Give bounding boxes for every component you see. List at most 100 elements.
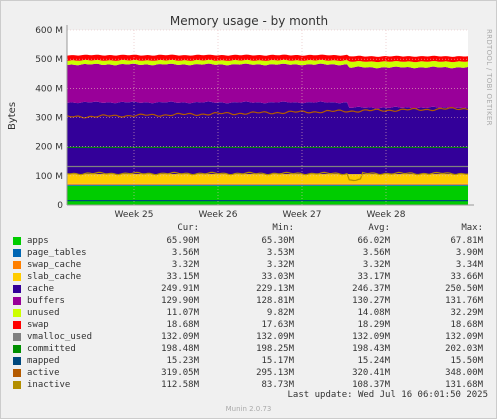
legend-cur-value: 15.23M <box>166 356 199 366</box>
header-min: Min: <box>272 223 294 233</box>
legend-cur-value: 198.48M <box>161 344 199 354</box>
legend-row-swap-cache: swap_cache 3.32M 3.32M 3.32M 3.34M <box>13 259 489 271</box>
legend-avg-value: 132.09M <box>352 332 390 342</box>
legend-avg-value: 320.41M <box>352 368 390 378</box>
y-axis-label: Bytes <box>7 102 18 130</box>
last-update: Last update: Wed Jul 16 06:01:50 2025 <box>287 390 488 400</box>
legend-cur-value: 65.90M <box>166 236 199 246</box>
legend-name: cache <box>27 284 55 294</box>
y-tick-label: 100 M <box>35 172 63 182</box>
line-inactive <box>66 171 469 182</box>
legend-name: swap <box>27 320 49 330</box>
legend-max-value: 18.68M <box>450 320 483 330</box>
area-unused <box>67 59 468 69</box>
legend-max-value: 3.34M <box>455 260 483 270</box>
y-tick-label: 0 <box>57 201 63 211</box>
legend-row-vmalloc-used: vmalloc_used 132.09M 132.09M 132.09M 132.09M <box>13 331 489 343</box>
legend-min-value: 17.63M <box>261 320 294 330</box>
legend-row-cache: cache 249.91M 229.13M 246.37M 250.50M <box>13 283 489 295</box>
legend-max-value: 202.03M <box>445 344 483 354</box>
legend-avg-value: 66.02M <box>357 236 390 246</box>
legend-avg-value: 246.37M <box>352 284 390 294</box>
legend-swatch <box>13 249 21 257</box>
legend-name: buffers <box>27 296 65 306</box>
chart-title: Memory usage - by month <box>170 14 328 28</box>
legend-cur-value: 3.32M <box>171 260 199 270</box>
y-tick-label: 400 M <box>35 84 63 94</box>
legend-row-inactive: inactive 112.58M 83.73M 108.37M 131.68M <box>13 379 489 391</box>
legend-max-value: 131.68M <box>445 380 483 390</box>
legend-avg-value: 15.24M <box>357 356 390 366</box>
area-swap <box>67 54 468 63</box>
legend-row-active: active 319.05M 295.13M 320.41M 348.00M <box>13 367 489 379</box>
legend-name: active <box>27 368 60 378</box>
legend-min-value: 3.32M <box>266 260 294 270</box>
legend-avg-value: 3.32M <box>362 260 390 270</box>
legend-cur-value: 319.05M <box>161 368 199 378</box>
rrdtool-credit: RRDTOOL / TOBI OETIKER <box>485 29 493 126</box>
x-tick-label: Week 27 <box>283 210 322 220</box>
legend-cur-value: 112.58M <box>161 380 199 390</box>
header-max: Max: <box>461 223 483 233</box>
legend-name: slab_cache <box>27 272 82 282</box>
stacked-areas <box>67 54 468 205</box>
legend-swatch <box>13 261 21 269</box>
legend-cur-value: 18.68M <box>166 320 199 330</box>
legend-max-value: 3.90M <box>455 248 483 258</box>
legend-row-swap: swap 18.68M 17.63M 18.29M 18.68M <box>13 319 489 331</box>
legend-max-value: 348.00M <box>445 368 483 378</box>
legend-swatch <box>13 333 21 341</box>
legend-min-value: 65.30M <box>261 236 294 246</box>
legend-min-value: 15.17M <box>261 356 294 366</box>
line-active <box>66 106 469 119</box>
y-tick-label: 200 M <box>35 143 63 153</box>
legend-max-value: 32.29M <box>450 308 483 318</box>
area-cache <box>67 101 468 175</box>
legend-avg-value: 108.37M <box>352 380 390 390</box>
legend-max-value: 250.50M <box>445 284 483 294</box>
legend-avg-value: 18.29M <box>357 320 390 330</box>
legend-row-buffers: buffers 129.90M 128.81M 130.27M 131.76M <box>13 295 489 307</box>
legend-max-value: 33.66M <box>450 272 483 282</box>
legend-header: Cur: Min: Avg: Max: <box>13 222 489 235</box>
legend-row-unused: unused 11.07M 9.82M 14.08M 32.29M <box>13 307 489 319</box>
munin-version: Munin 2.0.73 <box>225 405 272 413</box>
legend-swatch <box>13 369 21 377</box>
legend-name: vmalloc_used <box>27 332 93 342</box>
legend-row-page-tables: page_tables 3.56M 3.53M 3.56M 3.90M <box>13 247 489 259</box>
legend-max-value: 15.50M <box>450 356 483 366</box>
x-tick-label: Week 28 <box>367 210 406 220</box>
line-series <box>66 106 469 202</box>
legend-min-value: 229.13M <box>256 284 294 294</box>
legend-avg-value: 198.43M <box>352 344 390 354</box>
legend-swatch <box>13 345 21 353</box>
area-apps <box>67 185 468 205</box>
area-page-tables <box>67 184 468 186</box>
legend-row-committed: committed 198.48M 198.25M 198.43M 202.03M <box>13 343 489 355</box>
axes <box>66 25 474 206</box>
grid <box>67 29 468 205</box>
legend-cur-value: 129.90M <box>161 296 199 306</box>
legend-max-value: 67.81M <box>450 236 483 246</box>
legend-cur-value: 33.15M <box>166 272 199 282</box>
header-avg: Avg: <box>368 223 390 233</box>
header-cur: Cur: <box>177 223 199 233</box>
legend-swatch <box>13 285 21 293</box>
legend-avg-value: 3.56M <box>362 248 390 258</box>
legend-name: swap_cache <box>27 260 82 270</box>
legend-swatch <box>13 321 21 329</box>
legend-name: page_tables <box>27 248 87 258</box>
legend-swatch <box>13 309 21 317</box>
legend-min-value: 9.82M <box>266 308 294 318</box>
legend-min-value: 3.53M <box>266 248 294 258</box>
legend-swatch <box>13 273 21 281</box>
legend-name: unused <box>27 308 60 318</box>
legend-rows: apps 65.90M 65.30M 66.02M 67.81M page_tables 3… <box>13 235 489 391</box>
legend-avg-value: 33.17M <box>357 272 390 282</box>
area-slab-cache <box>67 174 468 184</box>
legend-name: mapped <box>27 356 60 366</box>
legend-max-value: 131.76M <box>445 296 483 306</box>
legend-name: inactive <box>27 380 71 390</box>
y-tick-label: 500 M <box>35 55 63 65</box>
